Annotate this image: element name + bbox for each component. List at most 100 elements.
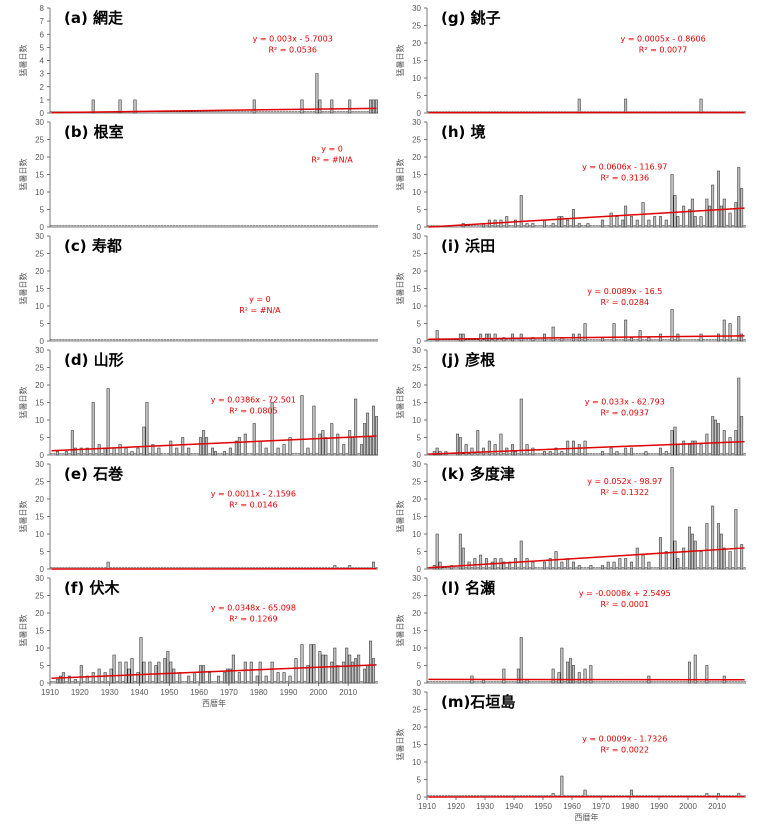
bar-a-2004 — [330, 99, 334, 114]
bar-f-2016 — [366, 665, 370, 684]
y-tick-label-m: 30 — [412, 688, 421, 697]
bar-j-1995 — [673, 426, 677, 456]
bar-k-1995 — [673, 540, 677, 570]
y-tick-label-d: 15 — [35, 399, 44, 408]
bar-f-1946 — [157, 661, 161, 684]
y-tick-label-k: 5 — [417, 548, 422, 557]
y-tick-label-h: 20 — [412, 153, 421, 162]
trend-equation-g: y = 0.0005x - 0.8606 — [620, 35, 705, 44]
bar-d-1982 — [264, 447, 268, 456]
bar-e-1929 — [106, 561, 110, 570]
y-tick-label-h: 0 — [417, 223, 422, 232]
x-tick-label-m: 1950 — [534, 802, 552, 811]
y-axis-label-g: 猛暑日数 — [395, 45, 405, 77]
bar-k-2008 — [711, 505, 715, 570]
y-tick-label-f: 25 — [35, 592, 44, 601]
bar-h-1942 — [519, 195, 523, 228]
bar-h-2010 — [716, 170, 720, 228]
bar-f-1977 — [249, 661, 253, 684]
bar-d-1915 — [64, 451, 68, 456]
bar-k-1996 — [676, 558, 680, 570]
y-tick-label-j: 10 — [412, 416, 421, 425]
r-squared-k: R² = 0.1322 — [601, 488, 650, 497]
y-tick-label-a: 0 — [40, 109, 45, 118]
bar-d-1935 — [124, 447, 128, 456]
x-tick-label-f: 1930 — [101, 688, 119, 697]
y-tick-label-b: 15 — [35, 171, 44, 180]
trendline-f — [51, 664, 377, 679]
bar-d-2017 — [369, 437, 373, 456]
bar-f-1996 — [306, 665, 310, 684]
bar-j-1920 — [455, 433, 459, 456]
bar-l-1966 — [589, 665, 593, 684]
bar-k-1940 — [513, 558, 517, 570]
bar-k-2000 — [687, 526, 691, 570]
bar-a-2019 — [375, 99, 379, 114]
bar-h-1992 — [664, 219, 668, 228]
bar-f-1920 — [79, 665, 83, 684]
y-tick-label-e: 20 — [35, 495, 44, 504]
bar-k-1922 — [461, 547, 465, 570]
bar-i-2012 — [722, 319, 726, 342]
bar-k-1921 — [458, 533, 462, 570]
bar-k-1958 — [566, 558, 570, 570]
bar-i-2014 — [728, 323, 732, 342]
y-tick-label-b: 10 — [35, 188, 44, 197]
bar-d-2012 — [354, 398, 358, 456]
y-tick-label-f: 5 — [40, 662, 45, 671]
bar-f-2015 — [363, 668, 367, 684]
bar-m-1980 — [629, 789, 633, 798]
bar-d-2008 — [342, 444, 346, 456]
bar-l-1953 — [551, 668, 555, 684]
y-tick-label-a: 6 — [40, 30, 45, 39]
bar-d-1918 — [73, 447, 77, 456]
panel-title-k: (k) 多度津 — [441, 465, 515, 483]
bar-a-1924 — [91, 99, 95, 114]
bar-k-1913 — [435, 533, 439, 570]
bar-h-2012 — [722, 198, 726, 228]
y-tick-label-m: 10 — [412, 758, 421, 767]
y-axis-label-h: 猛暑日数 — [395, 159, 405, 191]
bar-d-1973 — [237, 437, 241, 456]
trend-equation-b: y = 0 — [321, 144, 343, 153]
x-tick-label-m: 1930 — [476, 802, 494, 811]
bar-f-1935 — [124, 661, 128, 684]
bar-j-1975 — [615, 451, 619, 456]
bar-l-1956 — [560, 647, 564, 684]
bar-f-1969 — [225, 668, 229, 684]
bar-d-2011 — [351, 437, 355, 456]
bar-j-2017 — [737, 377, 741, 456]
r-squared-h: R² = 0.3136 — [601, 173, 650, 182]
bar-h-2004 — [699, 216, 703, 228]
bar-g-1962 — [577, 98, 581, 114]
bar-k-1974 — [612, 561, 616, 570]
trend-equation-d: y = 0.0386x - 72.501 — [211, 396, 296, 405]
bar-k-2004 — [699, 551, 703, 570]
panel-title-a: (a) 網走 — [64, 9, 123, 27]
bar-h-1995 — [673, 195, 677, 228]
x-tick-label-m: 2010 — [708, 802, 726, 811]
bar-j-2006 — [705, 433, 709, 456]
bar-l-1941 — [516, 668, 520, 684]
bar-f-1994 — [300, 644, 304, 684]
r-squared-j: R² = 0.0937 — [601, 409, 650, 418]
bar-f-1960 — [199, 665, 203, 684]
panel-title-h: (h) 境 — [441, 123, 486, 141]
bar-d-1924 — [91, 402, 95, 456]
bar-k-1976 — [618, 558, 622, 570]
trend-equation-j: y = 0.033x - 62.793 — [585, 398, 665, 407]
bar-f-1968 — [222, 672, 226, 684]
bar-i-1980 — [629, 337, 633, 342]
y-tick-label-m: 25 — [412, 706, 421, 715]
y-tick-label-m: 5 — [417, 776, 422, 785]
bar-f-1943 — [148, 661, 152, 684]
y-tick-label-j: 25 — [412, 364, 421, 373]
y-tick-label-i: 20 — [412, 267, 421, 276]
y-tick-label-a: 1 — [40, 96, 45, 105]
bar-f-1975 — [243, 661, 247, 684]
bar-k-2012 — [722, 547, 726, 570]
y-tick-label-h: 30 — [412, 118, 421, 127]
bar-j-1927 — [476, 430, 480, 456]
bar-h-2002 — [693, 216, 697, 228]
bar-j-1970 — [600, 451, 604, 456]
